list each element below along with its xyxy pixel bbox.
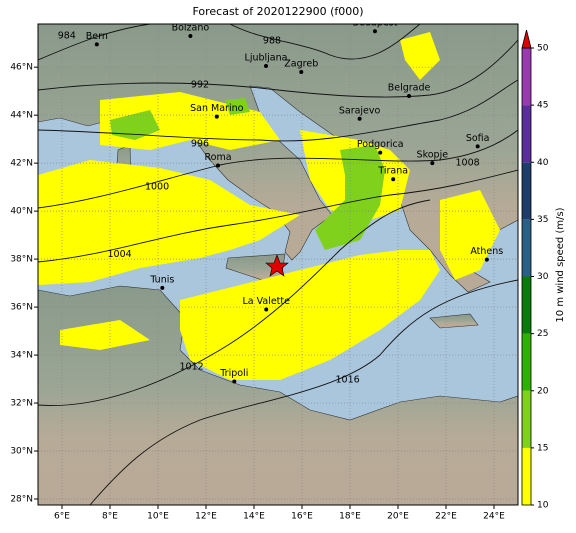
city-marker xyxy=(214,114,219,119)
title: Forecast of 2020122900 (f000) xyxy=(192,5,363,18)
city-marker xyxy=(357,116,362,121)
colorbar-tick-label: 40 xyxy=(537,158,549,168)
city-label: Bern xyxy=(86,31,108,42)
location-star xyxy=(265,254,289,277)
x-tick-label: 22°E xyxy=(435,512,457,522)
city-marker xyxy=(299,69,304,74)
city-marker xyxy=(430,161,435,166)
colorbar-segment xyxy=(522,447,531,505)
x-tick-label: 16°E xyxy=(291,512,313,522)
y-tick-label: 32°N xyxy=(10,399,33,409)
city-label: Athens xyxy=(470,246,503,257)
city-label: San Marino xyxy=(190,103,243,114)
city-label: Zagreb xyxy=(284,58,318,69)
x-tick-label: 6°E xyxy=(54,512,70,522)
city-marker xyxy=(484,257,489,262)
city-label: La Valette xyxy=(242,296,290,307)
y-tick-label: 38°N xyxy=(10,255,33,265)
city-label: Belgrade xyxy=(388,82,431,93)
x-tick-label: 8°E xyxy=(102,512,118,522)
colorbar-tick-label: 10 xyxy=(537,501,549,511)
colorbar-extend xyxy=(521,29,532,49)
colorbar-segment xyxy=(522,105,531,163)
colorbar-tick-label: 25 xyxy=(537,329,548,339)
colorbar-tick-label: 30 xyxy=(537,272,549,282)
y-tick-label: 44°N xyxy=(10,111,33,121)
x-tick-label: 10°E xyxy=(147,512,169,522)
colorbar-tick-label: 50 xyxy=(537,44,549,54)
colorbar-label: 10 m wind speed (m/s) xyxy=(555,207,566,322)
isobar-label: 1012 xyxy=(180,362,204,373)
city-marker xyxy=(407,93,412,98)
isobar-label: 1004 xyxy=(108,249,132,260)
y-tick-label: 36°N xyxy=(10,303,33,313)
city-label: Sofia xyxy=(466,133,490,144)
city-marker xyxy=(188,33,193,38)
isobar-label: 996 xyxy=(191,138,209,149)
colorbar-segment xyxy=(522,390,531,448)
colorbar-segment xyxy=(522,48,531,106)
colorbar-segment xyxy=(522,333,531,391)
city-marker xyxy=(372,29,377,34)
city-marker xyxy=(232,379,237,384)
wind-15-20 xyxy=(110,98,385,250)
x-tick-label: 18°E xyxy=(339,512,361,522)
city-marker xyxy=(94,42,99,47)
isobar-label: 1000 xyxy=(145,182,169,193)
y-tick-label: 42°N xyxy=(10,159,33,169)
y-tick-label: 40°N xyxy=(10,207,33,217)
colorbar-tick-label: 35 xyxy=(537,215,548,225)
city-label: Podgorica xyxy=(357,139,404,150)
city-marker xyxy=(264,307,269,312)
colorbar-tick-label: 15 xyxy=(537,443,548,453)
y-tick-label: 28°N xyxy=(10,495,33,505)
x-tick-label: 12°E xyxy=(195,512,217,522)
city-marker xyxy=(216,163,220,168)
city-marker xyxy=(378,150,383,155)
y-tick-label: 46°N xyxy=(10,63,33,73)
colorbar-segment xyxy=(522,276,531,334)
isobar-label: 1016 xyxy=(336,375,360,386)
city-label: Tirana xyxy=(377,166,408,177)
y-tick-label: 34°N xyxy=(10,351,33,361)
graticule xyxy=(38,24,518,505)
x-tick-label: 24°E xyxy=(483,512,505,522)
colorbar-tick-label: 20 xyxy=(537,386,549,396)
city-label: Sarajevo xyxy=(339,105,381,116)
city-label: Skopje xyxy=(417,150,449,161)
map-area: 984 988 992 996 1000 1004 1008 1012 1016 Bern Bolz… xyxy=(38,18,518,505)
wind-10-15 xyxy=(38,32,500,380)
labels: 984 988 992 996 1000 1004 1008 1012 1016 Bern Bolz… xyxy=(58,18,504,386)
colorbar-segment xyxy=(522,219,531,277)
city-marker xyxy=(264,63,268,68)
isobar-label: 992 xyxy=(191,80,209,91)
x-tick-label: 20°E xyxy=(387,512,409,522)
isobar-label: 984 xyxy=(58,30,76,41)
city-label: Tripoli xyxy=(219,368,248,379)
map-frame xyxy=(37,23,519,506)
colorbar-tick-label: 45 xyxy=(537,101,548,111)
city-marker xyxy=(475,144,480,149)
isobar-label: 1008 xyxy=(456,158,480,169)
isobar-label: 988 xyxy=(263,35,281,46)
city-marker xyxy=(160,285,165,290)
city-label: Bolzano xyxy=(172,22,210,33)
colorbar-segment xyxy=(522,162,531,220)
axes: 6°E 8°E 10°E 12°E 14°E 16°E 18°E 20°E 22°E 24°E 28… xyxy=(10,63,505,522)
colorbar: 10 15 20 25 30 35 40 45 50 xyxy=(521,29,549,511)
x-tick-label: 14°E xyxy=(243,512,265,522)
isobars xyxy=(38,24,518,505)
city-label: Roma xyxy=(204,152,231,163)
city-label: Ljubljana xyxy=(245,52,288,63)
city-label: Tunis xyxy=(149,274,174,285)
y-tick-label: 30°N xyxy=(10,447,33,457)
city-label: Budapest xyxy=(352,18,397,29)
city-marker xyxy=(391,177,396,182)
